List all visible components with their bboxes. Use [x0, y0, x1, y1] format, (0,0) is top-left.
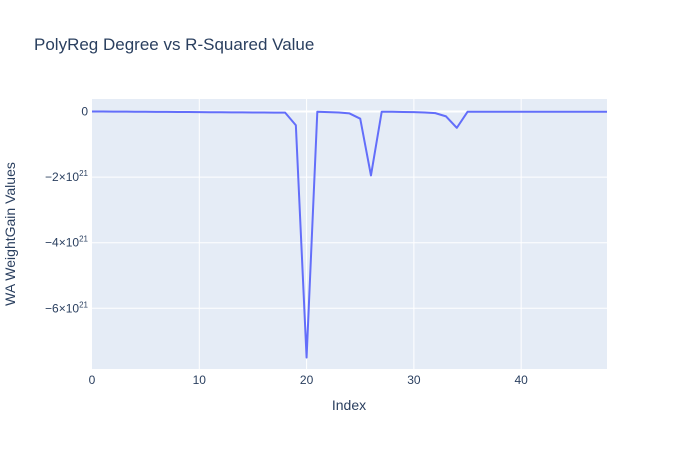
x-tick-label: 10 — [193, 373, 207, 387]
y-axis-title: WA WeightGain Values — [2, 162, 18, 306]
y-tick-label: −4×1021 — [45, 235, 88, 250]
x-tick-label: 40 — [514, 373, 528, 387]
y-tick-label: 0 — [81, 104, 88, 118]
y-tick-label: −2×1021 — [45, 169, 88, 184]
x-tick-label: 30 — [407, 373, 421, 387]
x-axis-title: Index — [332, 397, 366, 413]
series-layer — [91, 110, 607, 359]
x-tick-label: 0 — [89, 373, 96, 387]
x-tick-label: 20 — [300, 373, 314, 387]
y-axis-ticks: 0 −2×1021 −4×1021 −6×1021 — [45, 104, 88, 315]
y-tick-label: −6×1021 — [45, 300, 88, 315]
series-line[interactable] — [91, 110, 607, 359]
x-axis-ticks: 0 10 20 30 40 — [89, 373, 529, 387]
plot-area[interactable] — [92, 99, 607, 369]
chart-title: PolyReg Degree vs R-Squared Value — [34, 35, 314, 54]
